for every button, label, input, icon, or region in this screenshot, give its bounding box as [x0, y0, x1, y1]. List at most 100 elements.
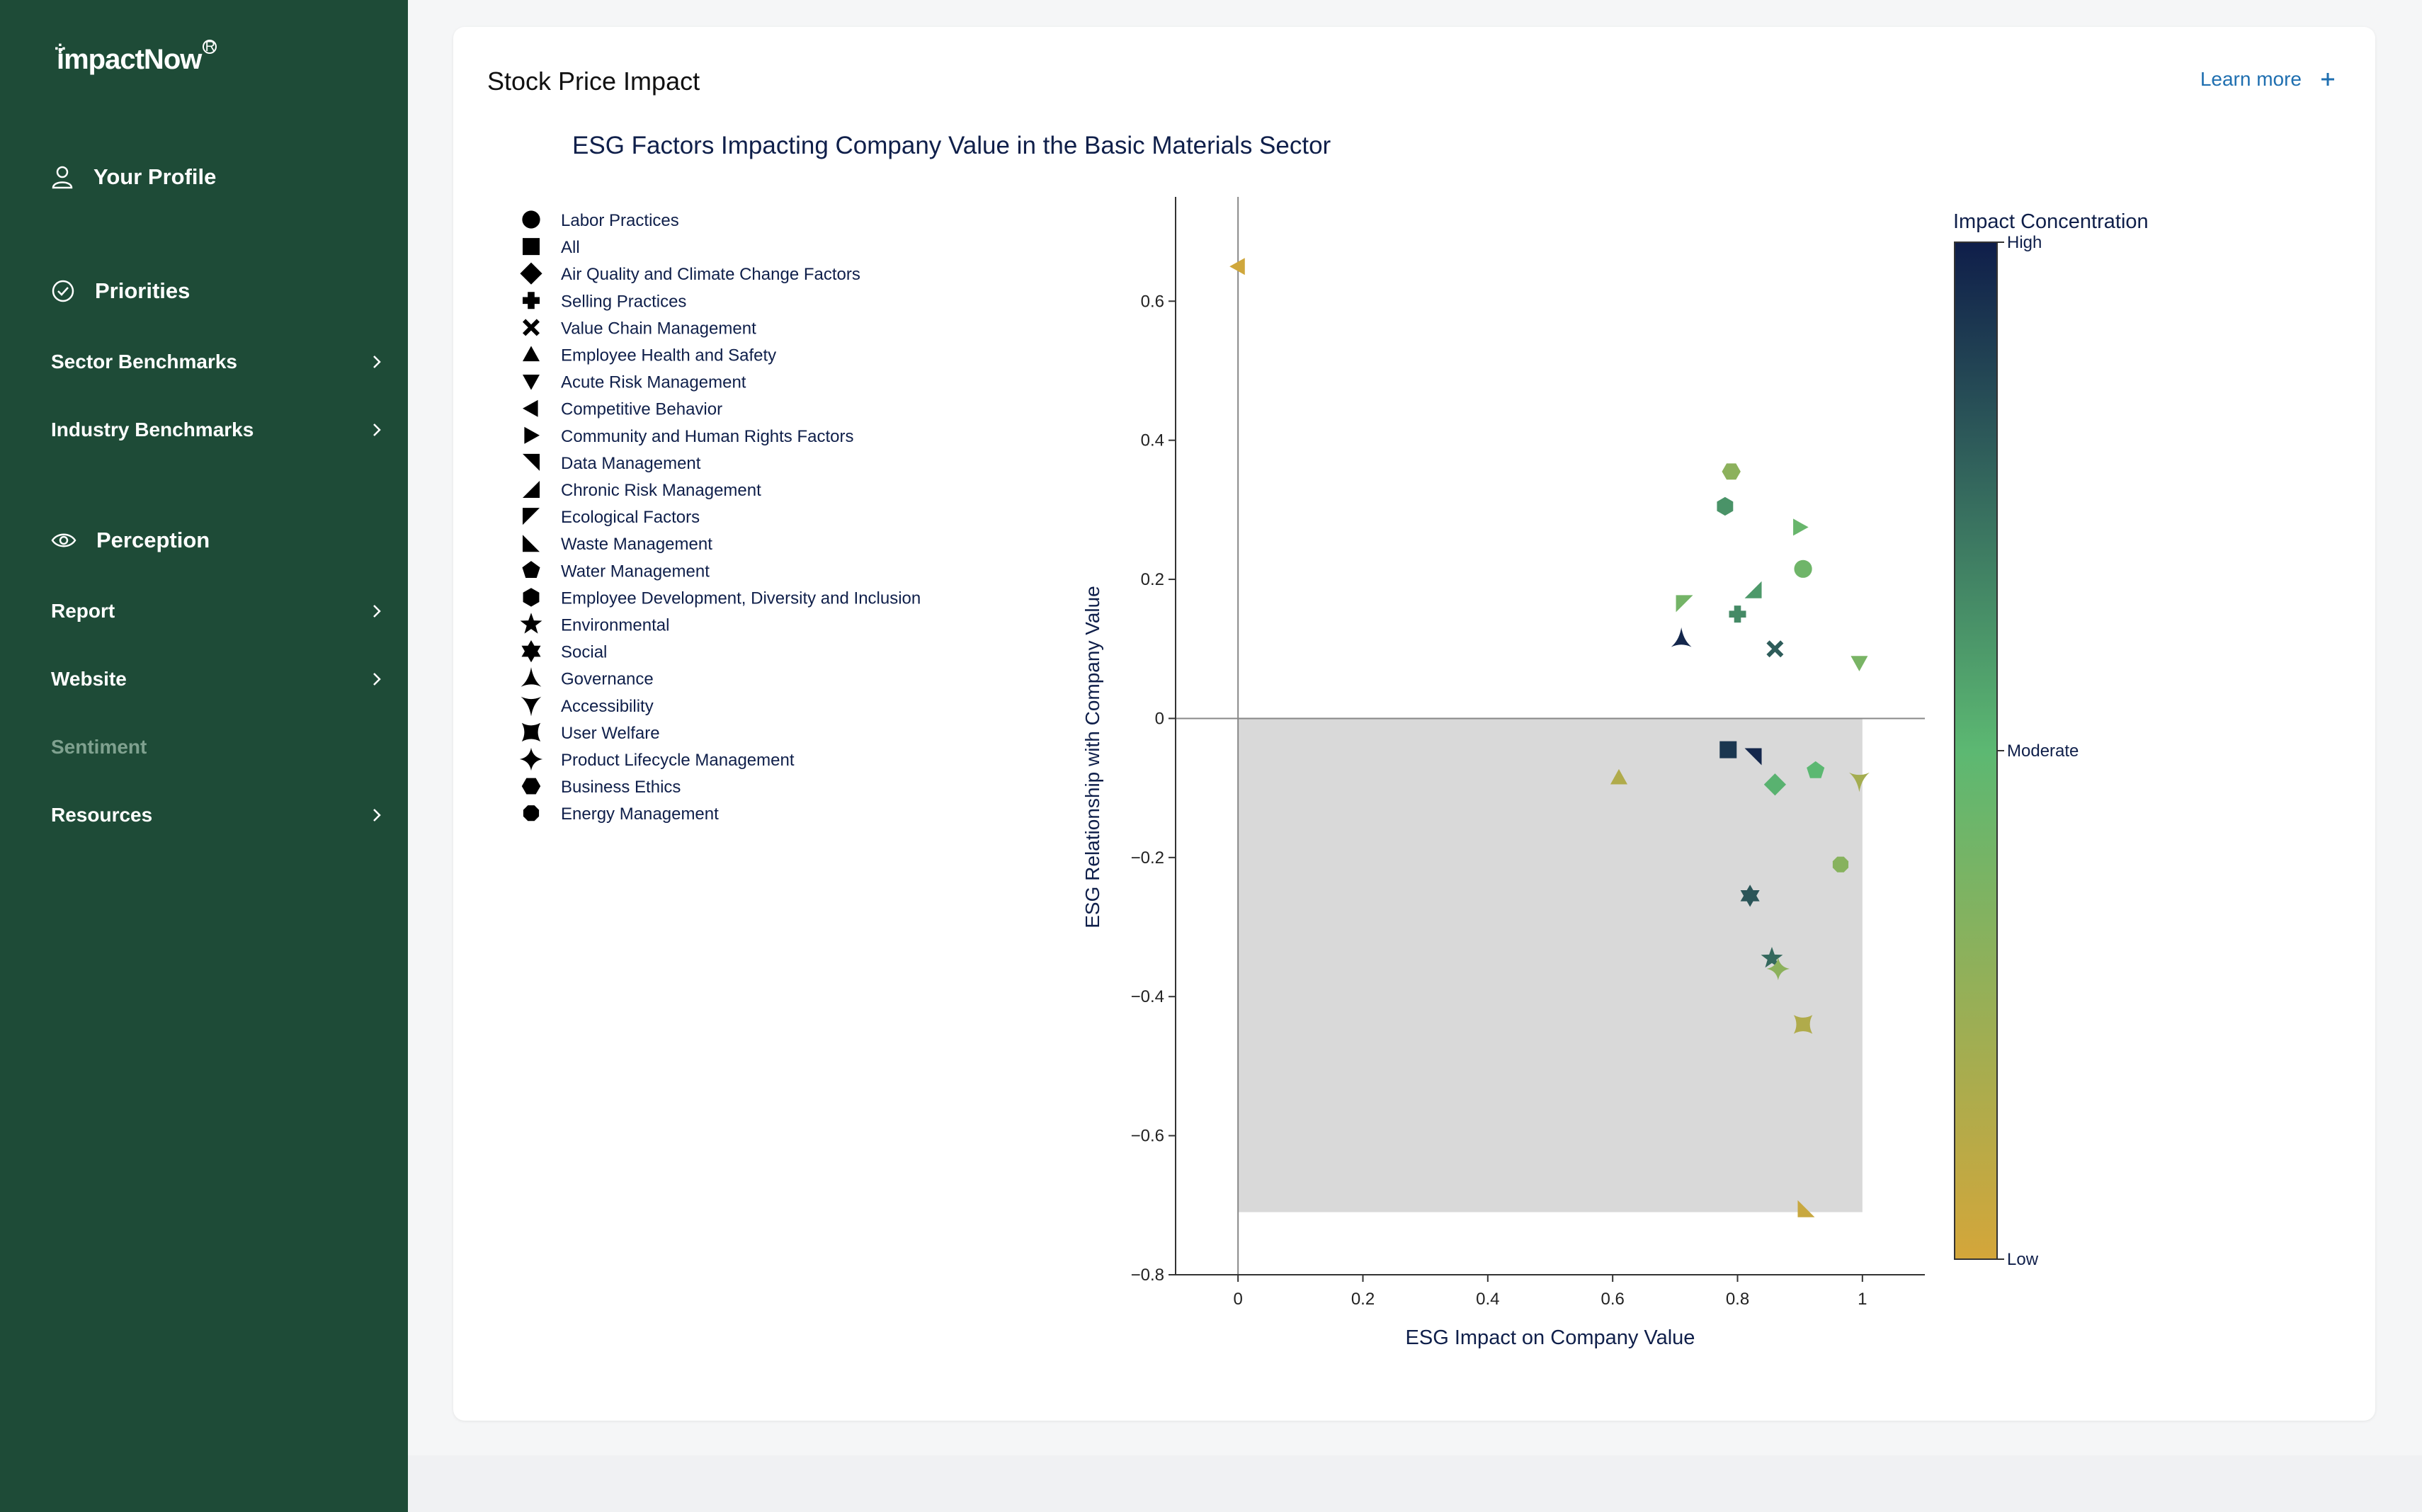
- legend-label: User Welfare: [561, 724, 660, 743]
- legend-symbol-hexagram: [521, 640, 541, 663]
- y-tick-label: −0.8: [1131, 1266, 1164, 1285]
- data-point: [1610, 768, 1627, 785]
- legend-label: Ecological Factors: [561, 508, 700, 527]
- data-point: [1676, 595, 1693, 613]
- legend-label: Selling Practices: [561, 292, 686, 311]
- data-point: [1744, 581, 1762, 598]
- colorbar-label: Moderate: [2007, 741, 2079, 761]
- data-point: [1761, 947, 1783, 968]
- legend-symbol-octagon: [523, 805, 540, 822]
- x-tick-label: 0.8: [1726, 1290, 1749, 1309]
- legend-label: Water Management: [561, 562, 710, 581]
- y-axis-title: ESG Relationship with Company Value: [1081, 586, 1103, 928]
- legend-label: Social: [561, 643, 607, 662]
- legend-symbol-triangle-up: [523, 346, 540, 362]
- nav-perception[interactable]: Perception: [51, 528, 210, 553]
- legend-label: Governance: [561, 670, 654, 689]
- legend-label: Labor Practices: [561, 211, 679, 230]
- legend-label: Employee Health and Safety: [561, 346, 776, 365]
- sparkle-icon: ⁘: [52, 38, 68, 59]
- legend-symbol-hexagon: [523, 588, 540, 607]
- nav-priorities[interactable]: Priorities: [51, 278, 190, 304]
- sidebar-item-label: Report: [51, 600, 115, 622]
- sidebar-item-sector-benchmarks[interactable]: Sector Benchmarks: [51, 351, 384, 373]
- nav-your-profile[interactable]: Your Profile: [51, 164, 216, 190]
- legend-symbol-triangle-left: [523, 399, 538, 417]
- data-point: [1793, 518, 1809, 536]
- y-tick-label: 0: [1155, 709, 1164, 728]
- legend-symbol-triangle-right: [524, 426, 540, 444]
- legend-symbol-cross: [523, 292, 540, 309]
- legend-label: Chronic Risk Management: [561, 481, 761, 500]
- legend-symbol-star: [520, 613, 542, 634]
- legend-label: Employee Development, Diversity and Incl…: [561, 589, 921, 608]
- data-point: [1740, 885, 1760, 907]
- legend-symbol-triangle-nw: [523, 535, 540, 552]
- chevron-right-icon: [373, 809, 381, 822]
- data-point: [1717, 496, 1734, 516]
- legend-label: Value Chain Management: [561, 319, 756, 338]
- x-tick-label: 0.6: [1601, 1290, 1624, 1309]
- legend-label: Waste Management: [561, 535, 712, 554]
- nav-priorities-label: Priorities: [95, 278, 191, 303]
- legend-symbol-star-square: [521, 722, 541, 742]
- colorbar-label: High: [2007, 233, 2042, 252]
- data-point: [1744, 748, 1762, 766]
- learn-more-link[interactable]: Learn more: [2200, 68, 2336, 91]
- x-tick-label: 0: [1233, 1290, 1242, 1309]
- sidebar-item-label: Sector Benchmarks: [51, 351, 238, 373]
- sidebar-item-label: Sentiment: [51, 736, 147, 758]
- legend-label: Competitive Behavior: [561, 400, 722, 419]
- impactnow-logo[interactable]: ⁘ impactNow R: [52, 38, 217, 76]
- y-tick-label: −0.4: [1131, 987, 1164, 1006]
- sidebar-item-sentiment: Sentiment: [51, 736, 384, 758]
- card-title: Stock Price Impact: [487, 67, 700, 96]
- check-circle-icon: [52, 280, 74, 302]
- colorbar-label: Low: [2007, 1250, 2039, 1269]
- sidebar-item-industry-benchmarks[interactable]: Industry Benchmarks: [51, 419, 384, 441]
- legend-symbol-diamond: [520, 262, 542, 285]
- data-point: [1794, 559, 1812, 578]
- x-tick-label: 1: [1858, 1290, 1867, 1309]
- sidebar-item-resources[interactable]: Resources: [51, 804, 384, 826]
- chevron-right-icon: [373, 356, 381, 368]
- data-point: [1793, 1015, 1813, 1034]
- y-tick-label: 0.2: [1141, 570, 1164, 589]
- legend-symbol-star-triangle-up: [521, 667, 542, 687]
- legend-symbol-triangle-sw: [523, 508, 540, 525]
- y-tick-label: −0.6: [1131, 1127, 1164, 1146]
- data-point: [1797, 1200, 1815, 1217]
- data-point: [1849, 772, 1870, 792]
- plus-icon: [2321, 73, 2334, 86]
- legend-label: Air Quality and Climate Change Factors: [561, 265, 860, 284]
- stock-price-impact-card: Stock Price Impact Learn more ESG Factor…: [453, 27, 2375, 1421]
- legend-label: Data Management: [561, 454, 701, 473]
- legend-label: Energy Management: [561, 805, 719, 824]
- nav-your-profile-label: Your Profile: [93, 164, 217, 189]
- data-point: [1807, 761, 1825, 778]
- legend-symbol-square: [523, 238, 540, 256]
- legend-symbol-x: [523, 319, 540, 336]
- sidebar-item-website[interactable]: Website: [51, 668, 384, 690]
- data-point: [1850, 656, 1868, 671]
- sidebar-item-report[interactable]: Report: [51, 600, 384, 623]
- legend-label: Community and Human Rights Factors: [561, 427, 853, 446]
- colorbar: [1954, 241, 1998, 1260]
- chevron-right-icon: [373, 673, 381, 686]
- legend-symbol-triangle-ne: [523, 453, 540, 471]
- legend-label: All: [561, 238, 580, 257]
- registered-mark-icon: R: [203, 40, 217, 54]
- brand-name: impactNow: [57, 44, 202, 75]
- chevron-right-icon: [373, 424, 381, 436]
- legend-label: Business Ethics: [561, 778, 681, 797]
- data-point: [1729, 606, 1746, 623]
- legend-symbol-triangle-down: [523, 375, 540, 390]
- data-point: [1766, 957, 1790, 981]
- user-icon: [52, 166, 73, 189]
- x-tick-label: 0.2: [1351, 1290, 1375, 1309]
- learn-more-label: Learn more: [2200, 68, 2302, 90]
- x-axis-title: ESG Impact on Company Value: [1406, 1326, 1695, 1349]
- colorbar-title: Impact Concentration: [1953, 210, 2149, 233]
- sidebar-item-label: Industry Benchmarks: [51, 419, 254, 440]
- nav-perception-label: Perception: [96, 528, 210, 552]
